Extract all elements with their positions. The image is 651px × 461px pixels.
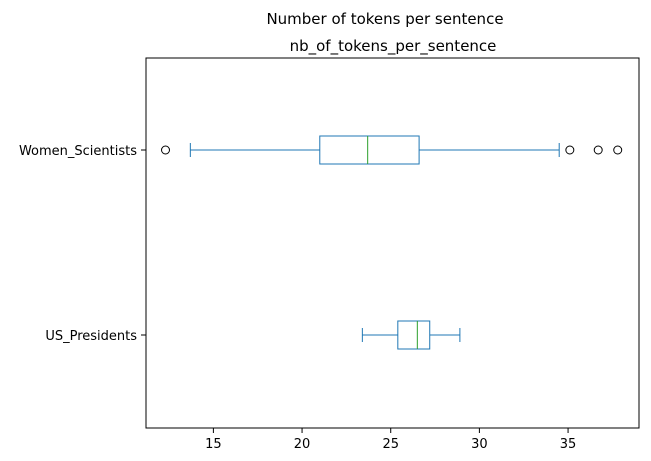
boxes-layer	[161, 135, 623, 350]
chart-subtitle: nb_of_tokens_per_sentence	[290, 37, 497, 56]
axes-layer: Women_Scientists US_Presidents 15 20 25 30 35	[19, 144, 576, 452]
box-US_Presidents	[361, 320, 461, 350]
outlier-point	[161, 145, 171, 155]
x-tick-label: 15	[205, 437, 222, 452]
chart-title: Number of tokens per sentence	[266, 10, 503, 28]
x-tick-label: 35	[560, 437, 577, 452]
iqr-box	[319, 135, 420, 165]
x-tick-label: 25	[382, 437, 399, 452]
box-Women_Scientists	[161, 135, 623, 165]
y-tick-label: US_Presidents	[45, 329, 137, 344]
iqr-box	[397, 320, 431, 350]
outlier-point	[565, 145, 575, 155]
plot-frame	[145, 57, 640, 429]
outlier-point	[593, 145, 603, 155]
y-tick-label: Women_Scientists	[19, 144, 137, 159]
x-tick-label: 20	[294, 437, 311, 452]
x-tick-label: 30	[471, 437, 488, 452]
outlier-point	[613, 145, 623, 155]
